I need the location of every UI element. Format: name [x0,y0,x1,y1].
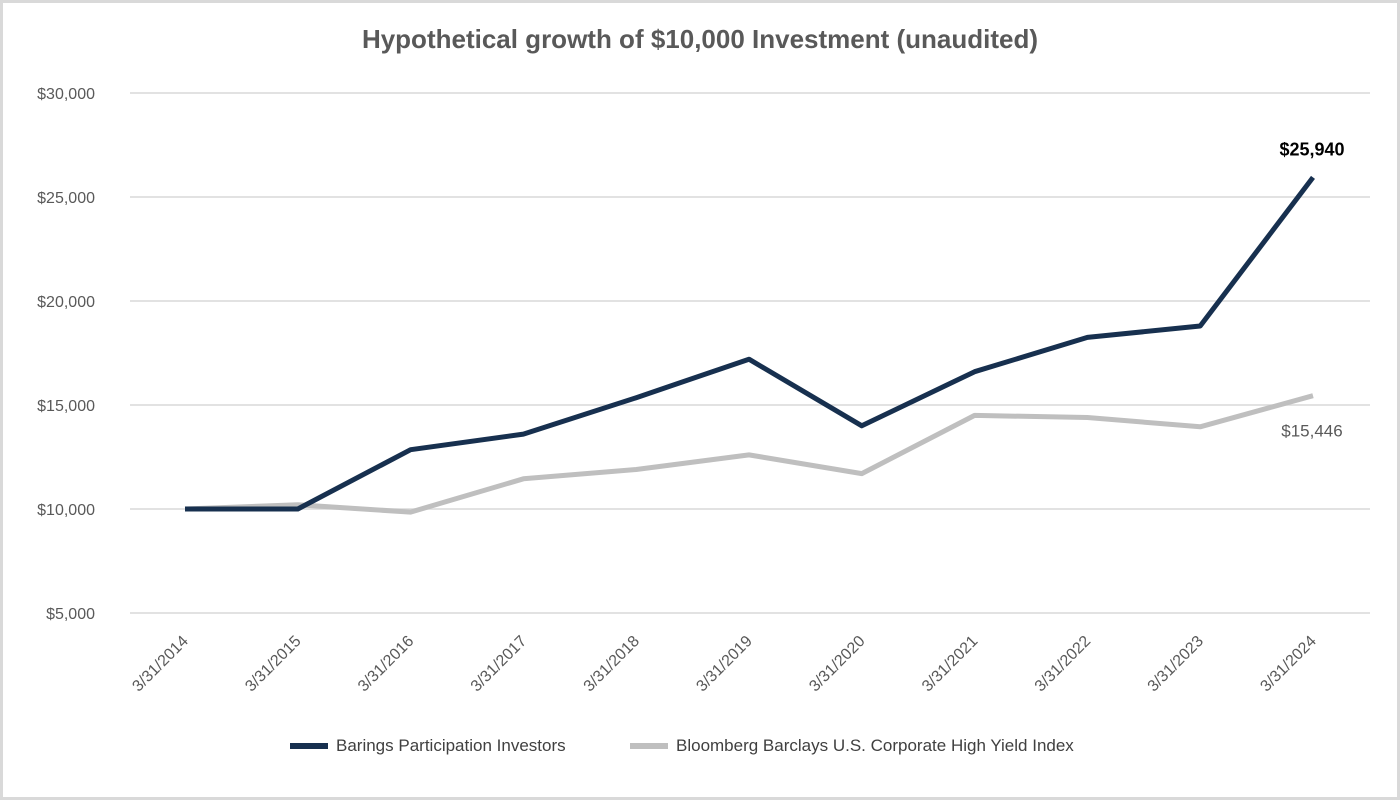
series-line-barings [185,175,1315,512]
x-tick-label: 3/31/2014 [129,633,191,695]
x-tick-label: 3/31/2024 [1257,633,1319,695]
y-tick-label: $30,000 [37,86,95,103]
chart-title: Hypothetical growth of $10,000 Investmen… [361,24,1039,54]
series-line-high-yield-index [184,393,1314,515]
y-tick-label: $25,000 [37,190,95,207]
x-tick-label: 3/31/2017 [468,633,530,695]
legend-swatch-series-1 [290,743,328,749]
y-axis-ticks: $5,000 $10,000 $15,000 $20,000 $25,000 $30,00… [37,86,95,623]
y-tick-label: $20,000 [37,294,95,311]
legend-item-series-1: Barings Participation Investors [290,736,566,756]
x-tick-label: 3/31/2023 [1145,633,1207,695]
y-tick-label: $10,000 [37,502,95,519]
gridlines [130,92,1370,614]
y-tick-label: $5,000 [46,606,95,623]
x-tick-label: 3/31/2022 [1032,633,1094,695]
x-tick-label: 3/31/2016 [355,633,417,695]
x-tick-label: 3/31/2018 [581,633,643,695]
legend-label-series-2: Bloomberg Barclays U.S. Corporate High Y… [676,736,1074,755]
x-tick-label: 3/31/2015 [242,633,304,695]
legend-label-series-1: Barings Participation Investors [336,736,566,755]
series-lines [184,175,1315,515]
end-label-barings: $25,940 [1279,139,1344,159]
x-tick-label: 3/31/2020 [806,633,868,695]
x-tick-label: 3/31/2021 [919,633,981,695]
legend-swatch-series-2 [630,743,668,749]
end-labels: $25,940 $15,446 [1279,139,1344,440]
x-tick-label: 3/31/2019 [693,633,755,695]
legend-item-series-2: Bloomberg Barclays U.S. Corporate High Y… [630,736,1074,756]
legend: Barings Participation Investors Bloomber… [0,736,1400,764]
x-axis-ticks: 3/31/2014 3/31/2015 3/31/2016 3/31/2017 3/31… [129,633,1319,695]
end-label-high-yield-index: $15,446 [1281,422,1342,441]
y-tick-label: $15,000 [37,398,95,415]
